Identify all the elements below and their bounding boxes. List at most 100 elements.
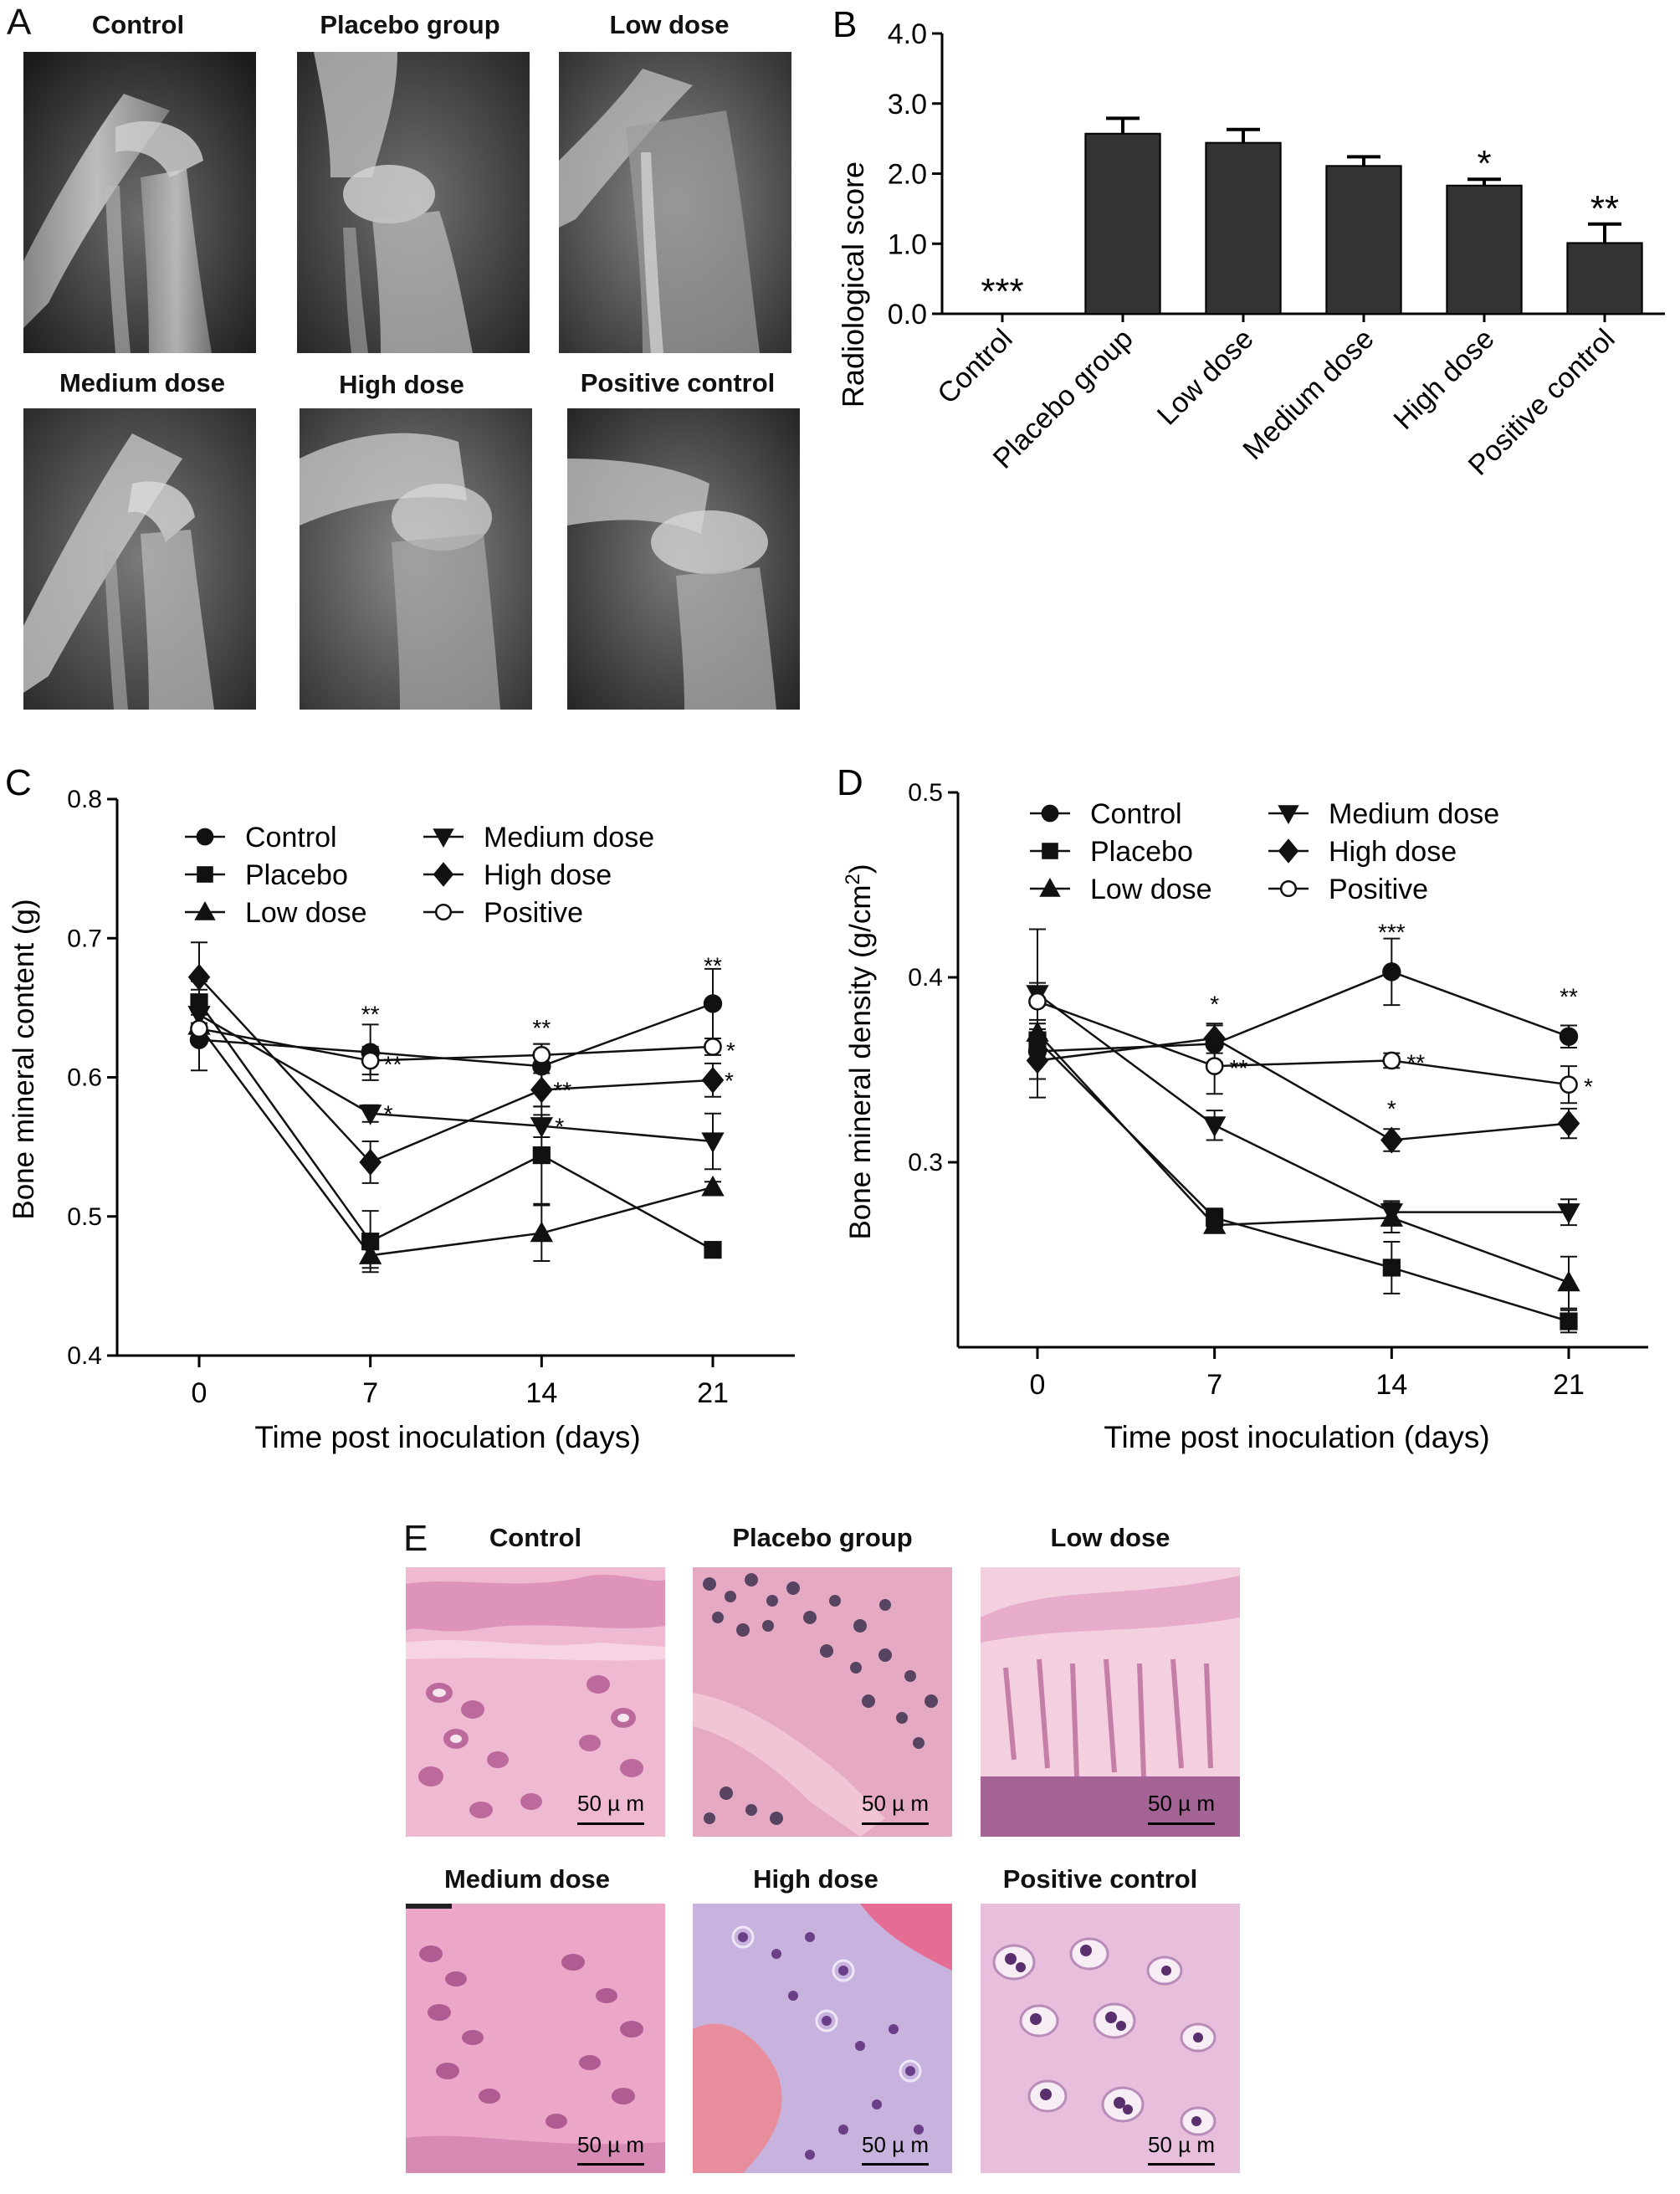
d-x-tick-label: 0	[1030, 1369, 1046, 1401]
d-legend-marker-low-dose	[1039, 877, 1061, 897]
histo-caption-positive-control: Positive control	[1002, 1864, 1198, 1894]
scalebar-medium-dose	[577, 2163, 644, 2166]
c-point-positive	[704, 1038, 722, 1056]
c-legend-marker-placebo	[197, 866, 213, 883]
c-point-medium-dose	[701, 1132, 725, 1154]
bar-placebo-group	[1084, 132, 1161, 315]
c-significance-high-dose: **	[553, 1077, 571, 1103]
d-legend-marker-medium-dose	[1278, 805, 1299, 825]
d-significance-positive: *	[1584, 1074, 1593, 1100]
d-point-positive	[1382, 1051, 1401, 1070]
c-series-positive: ***	[190, 1013, 735, 1078]
d-legend: Control Placebo Low dose Medium dose High do…	[1030, 798, 1499, 905]
xray-caption-high-dose: High dose	[339, 370, 464, 399]
c-line-medium-dose	[198, 1013, 714, 1143]
c-y-tick-label: 0.5	[67, 1203, 102, 1231]
c-legend-marker-high-dose	[433, 862, 454, 887]
histology-image-medium-dose	[406, 1904, 665, 2173]
d-significance-positive: **	[1230, 1055, 1248, 1081]
c-x-tick-label: 0	[192, 1377, 207, 1409]
c-point-placebo	[532, 1146, 551, 1165]
c-line-placebo	[197, 1001, 714, 1251]
d-legend-label-control: Control	[1090, 798, 1182, 830]
d-series-high-dose: **	[1026, 1023, 1580, 1154]
histo-caption-control: Control	[489, 1523, 582, 1552]
b-significance-control: ***	[981, 271, 1023, 312]
d-x-tick-label: 7	[1206, 1369, 1222, 1401]
histo-caption-low-dose: Low dose	[1050, 1523, 1170, 1552]
c-series-medium-dose: * *	[187, 988, 725, 1171]
panel-letter-c: C	[5, 762, 32, 803]
c-x-tick-label: 14	[525, 1377, 557, 1409]
panel-letter-a: A	[7, 2, 32, 43]
histology-image-low-dose	[981, 1567, 1240, 1837]
c-point-medium-dose	[530, 1117, 554, 1138]
d-point-positive	[1028, 992, 1047, 1011]
d-point-high-dose	[1380, 1126, 1403, 1154]
d-legend-label-high-dose: High dose	[1329, 836, 1457, 868]
scalebar-label-positive-control: 50 µ m	[1148, 2132, 1216, 2157]
scalebar-label-control: 50 µ m	[577, 1791, 645, 1816]
d-y-tick-label: 0.3	[908, 1149, 943, 1176]
xray-image-low-dose	[559, 52, 791, 353]
xray-image-placebo	[297, 52, 530, 353]
c-point-low-dose	[358, 1243, 382, 1264]
b-x-tick-label-control: Control	[931, 323, 1018, 410]
histo-caption-high-dose: High dose	[753, 1864, 878, 1894]
c-series-low-dose	[187, 1008, 725, 1269]
xray-caption-low-dose: Low dose	[609, 10, 730, 39]
xray-caption-medium-dose: Medium dose	[59, 368, 226, 397]
c-y-tick-label: 0.4	[67, 1342, 102, 1370]
scalebar-label-low-dose: 50 µ m	[1148, 1791, 1216, 1816]
c-point-placebo	[704, 1241, 722, 1259]
d-x-axis-label: Time post inoculation (days)	[1104, 1420, 1489, 1454]
c-point-high-dose	[530, 1076, 553, 1104]
scalebar-control	[577, 1822, 644, 1825]
c-significance-positive: **	[384, 1052, 402, 1078]
c-legend: Control Placebo Low dose Medium dose High do…	[185, 822, 654, 929]
d-x-tick-label: 14	[1375, 1369, 1407, 1401]
c-line-low-dose	[197, 1025, 714, 1257]
b-x-tick-label-low-dose: Low dose	[1151, 323, 1260, 432]
c-line-control	[198, 1002, 714, 1068]
xray-image-positive-control	[567, 408, 800, 710]
bar-low-dose	[1205, 141, 1282, 315]
c-y-tick-label: 0.8	[67, 786, 102, 813]
d-point-placebo	[1560, 1312, 1578, 1330]
c-legend-label-high-dose: High dose	[484, 859, 612, 891]
d-point-positive	[1205, 1057, 1224, 1075]
b-y-tick-label: 3.0	[888, 89, 927, 120]
line-chart-bone-mineral-density: D Bone mineral density (g/cm2) Time post…	[837, 762, 1648, 1454]
d-line-positive	[1037, 1000, 1570, 1086]
d-point-control	[1559, 1027, 1579, 1046]
c-point-control	[703, 994, 723, 1013]
c-legend-marker-control	[196, 828, 214, 846]
panel-letter-e: E	[403, 1518, 428, 1559]
d-legend-marker-placebo	[1042, 843, 1058, 859]
b-y-tick-label: 4.0	[888, 18, 927, 50]
histology-image-positive-control	[981, 1904, 1240, 2173]
c-significance-control: **	[532, 1015, 551, 1041]
histology-image-placebo	[693, 1567, 952, 1837]
c-x-tick-label: 7	[362, 1377, 378, 1409]
d-legend-marker-high-dose	[1278, 838, 1299, 864]
c-x-axis-label: Time post inoculation (days)	[254, 1420, 640, 1454]
c-legend-marker-medium-dose	[433, 828, 454, 848]
scalebar-high-dose	[862, 2163, 929, 2166]
scalebar-label-high-dose: 50 µ m	[862, 2132, 930, 2157]
c-point-low-dose	[701, 1175, 725, 1197]
d-y-tick-label: 0.4	[908, 964, 943, 992]
c-legend-label-low-dose: Low dose	[245, 897, 367, 929]
b-y-axis-label: Radiological score	[836, 161, 870, 408]
d-point-medium-dose	[1202, 1116, 1227, 1137]
c-point-high-dose	[701, 1066, 725, 1094]
xray-caption-placebo: Placebo group	[320, 10, 500, 39]
b-significance-high-dose: *	[1477, 143, 1491, 184]
d-legend-label-medium-dose: Medium dose	[1329, 798, 1499, 830]
d-series-control: ******	[1027, 919, 1579, 1099]
c-point-positive	[532, 1046, 551, 1064]
bar-positive-control	[1566, 242, 1643, 315]
c-line-high-dose	[198, 976, 714, 1164]
d-legend-marker-positive	[1279, 879, 1298, 898]
c-legend-label-control: Control	[245, 822, 337, 854]
